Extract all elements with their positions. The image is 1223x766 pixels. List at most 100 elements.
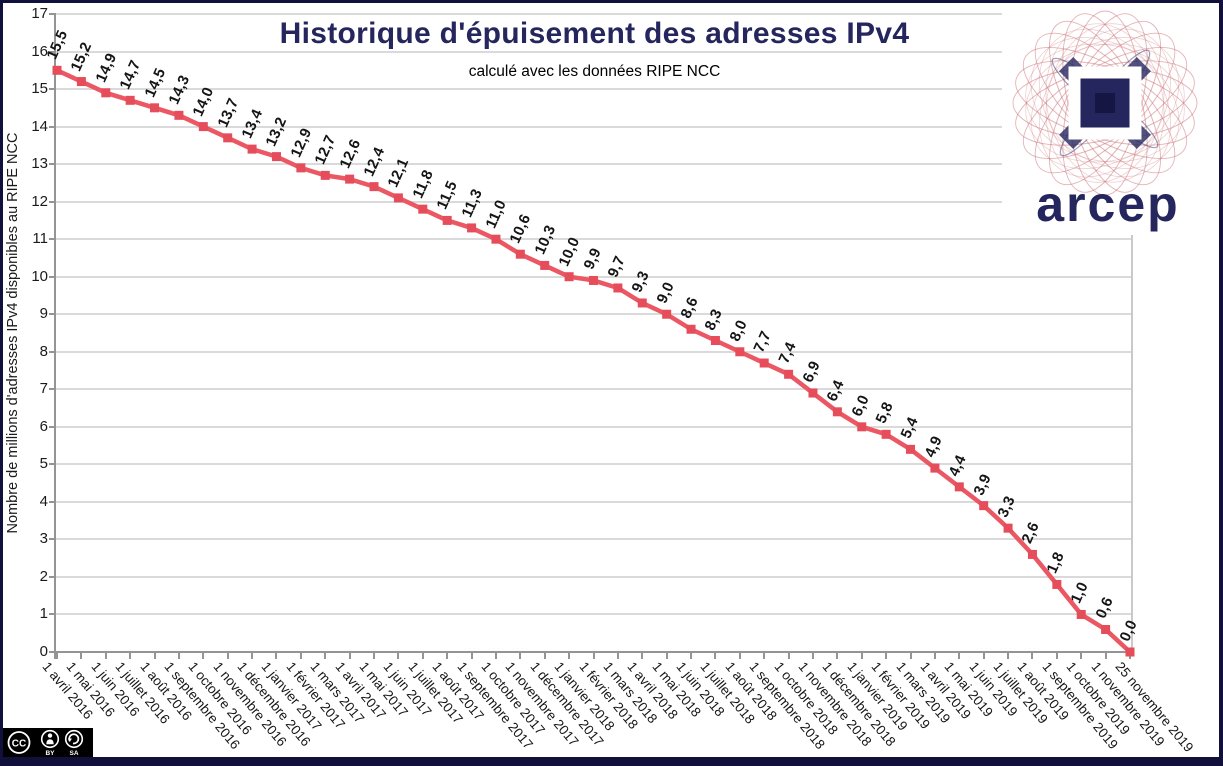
y-tick (49, 425, 56, 428)
x-tick (641, 653, 644, 659)
x-tick (275, 653, 278, 659)
x-tick (714, 653, 717, 659)
gridline (56, 13, 1133, 15)
data-point-marker (125, 95, 135, 105)
gridline (56, 50, 1133, 53)
x-tick (787, 653, 790, 659)
x-tick (324, 653, 327, 659)
y-tick (49, 13, 56, 15)
x-tick (470, 653, 473, 659)
y-tick (49, 238, 56, 241)
gridline (56, 125, 1133, 128)
y-tick (49, 651, 56, 653)
arcep-logo: arcep (1002, 8, 1216, 235)
x-tick (763, 653, 766, 659)
x-tick (1080, 653, 1083, 659)
gridline (56, 500, 1133, 503)
x-tick (251, 653, 254, 659)
y-tick-label: 2 (39, 567, 48, 585)
by-person-icon (47, 733, 53, 738)
x-tick (836, 653, 839, 659)
gridline (56, 350, 1133, 353)
cc-icon (7, 731, 31, 754)
sa-arrow-icon (67, 738, 72, 742)
y-tick-label: 3 (39, 530, 48, 548)
data-point-marker (223, 133, 233, 143)
data-point-marker (467, 223, 477, 233)
chart-subtitle: calculé avec les données RIPE NCC (468, 63, 721, 80)
bottom-bar (0, 757, 1223, 766)
y-tick (49, 538, 56, 541)
x-tick (348, 653, 351, 659)
gridline (56, 238, 1133, 241)
y-tick-label: 5 (39, 455, 48, 473)
data-point-marker (686, 324, 696, 334)
gridline (56, 651, 1133, 653)
y-tick-label: 4 (39, 492, 48, 510)
x-tick (1031, 653, 1034, 659)
x-tick (129, 653, 132, 659)
gridline (56, 313, 1133, 316)
x-tick (568, 653, 571, 659)
x-tick (738, 653, 741, 659)
x-tick (397, 653, 400, 659)
frame-border-left (0, 0, 3, 766)
y-tick (49, 313, 56, 316)
x-tick (299, 653, 302, 659)
y-tick (49, 163, 56, 166)
data-point-marker (1052, 579, 1062, 589)
y-tick (49, 613, 56, 616)
x-tick (616, 653, 619, 659)
x-tick (690, 653, 693, 659)
data-point-marker (1101, 624, 1111, 634)
by-person-icon (40, 729, 60, 749)
logo-inner-square (1095, 93, 1115, 113)
x-tick (421, 653, 424, 659)
arcep-logo-text: arcep (1036, 176, 1179, 232)
y-tick-label: 12 (31, 192, 48, 210)
x-tick (153, 653, 156, 659)
y-tick-label: 8 (39, 342, 48, 360)
data-point-marker (345, 174, 355, 184)
x-tick (446, 653, 449, 659)
data-point-marker (954, 482, 964, 492)
y-tick-label: 10 (31, 267, 48, 285)
data-point-marker (174, 110, 184, 120)
x-tick (933, 653, 936, 659)
plot-right-border (1131, 14, 1133, 653)
x-tick (958, 653, 961, 659)
y-tick (49, 50, 56, 53)
y-tick-label: 7 (39, 380, 48, 398)
x-tick (665, 653, 668, 659)
gridline (56, 388, 1133, 391)
x-tick (226, 653, 229, 659)
gridline (56, 275, 1133, 278)
data-point-marker (271, 152, 281, 162)
y-tick (49, 88, 56, 91)
y-tick-label: 14 (31, 117, 48, 135)
gridline (56, 463, 1133, 466)
series-line (56, 68, 1132, 654)
data-point-marker (906, 444, 916, 454)
data-point-marker (150, 103, 160, 113)
data-point-marker (247, 144, 257, 154)
data-point-marker (320, 170, 330, 180)
gridline (56, 613, 1133, 616)
x-tick (1007, 653, 1010, 659)
x-tick (80, 653, 83, 659)
gridline (56, 575, 1133, 578)
y-tick (49, 575, 56, 578)
x-tick (1055, 653, 1058, 659)
y-tick (49, 350, 56, 353)
cc-icon-label: CC (12, 738, 26, 749)
data-point-marker (759, 358, 769, 368)
data-point-marker (369, 182, 379, 192)
cc-by-sa-badge: CC BY SA (3, 728, 93, 757)
x-tick (860, 653, 863, 659)
y-tick (49, 388, 56, 391)
by-person-icon (46, 739, 54, 745)
data-point-marker (832, 407, 842, 417)
x-tick (811, 653, 814, 659)
cc-by-sa-badge-graphic: CC BY SA (3, 728, 93, 757)
